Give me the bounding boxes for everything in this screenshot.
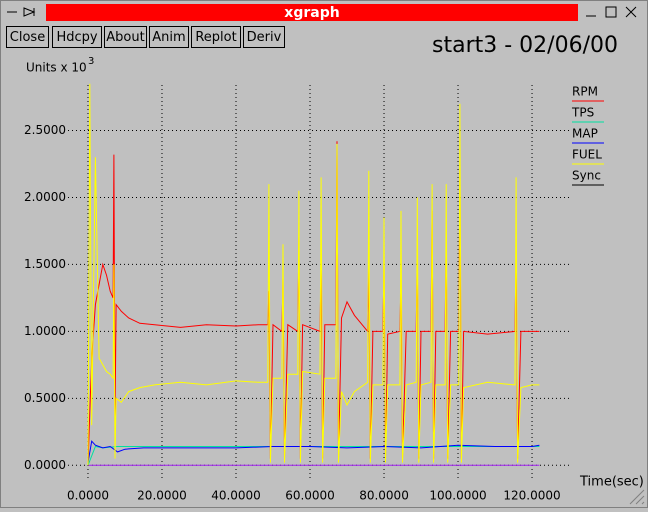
series-line	[87, 440, 540, 463]
x-tick-label: 40.0000	[211, 489, 261, 503]
x-tick-label: 80.0000	[359, 489, 409, 503]
chart-title: start3 - 02/06/00	[432, 33, 618, 58]
button-frame[interactable]	[104, 26, 147, 48]
x-tick-label: 120.0000	[503, 489, 560, 503]
y-tick-label: 2.0000	[24, 190, 66, 204]
y-tick-label: 0.5000	[24, 391, 66, 405]
button-frame[interactable]	[6, 26, 49, 48]
window-menu-icons[interactable]	[7, 7, 36, 17]
button-frame[interactable]	[243, 26, 285, 48]
x-tick-label: 100.0000	[429, 489, 486, 503]
legend: RPM TPS MAP FUEL Sync	[571, 85, 604, 186]
resize-grip[interactable]	[629, 489, 645, 505]
toolbar-button[interactable]: Close	[6, 26, 49, 48]
y-axis-label-exponent: 3	[88, 56, 94, 67]
x-tick-label: 0.0000	[67, 489, 109, 503]
close-window-button[interactable]	[625, 6, 637, 18]
legend-label: RPM	[572, 85, 598, 99]
maximize-button[interactable]	[605, 6, 617, 18]
y-tick-label: 0.0000	[24, 458, 66, 472]
toolbar-button[interactable]: Anim	[149, 26, 189, 48]
pin-icon[interactable]	[23, 7, 36, 17]
toolbar-button[interactable]: Deriv	[243, 26, 285, 48]
x-tick-label: 20.0000	[137, 489, 187, 503]
button-label[interactable]: About	[106, 30, 144, 45]
button-frame[interactable]	[191, 26, 241, 48]
window-title: xgraph	[284, 5, 339, 21]
button-label[interactable]: Deriv	[247, 30, 282, 45]
y-tick-label: 1.0000	[24, 324, 66, 338]
button-label[interactable]: Hdcpy	[56, 30, 97, 45]
x-tick-label: 60.0000	[285, 489, 335, 503]
button-label[interactable]: Replot	[195, 30, 236, 45]
button-label[interactable]: Anim	[152, 30, 185, 45]
y-tick-label: 1.5000	[24, 257, 66, 271]
series-line	[87, 83, 540, 466]
legend-label: Sync	[572, 169, 601, 183]
legend-label: TPS	[571, 106, 594, 120]
legend-label: FUEL	[572, 148, 602, 162]
y-axis-label: Units x 10	[26, 61, 87, 75]
button-bar: Close Hdcpy About Anim Replot Deriv	[6, 26, 285, 48]
window-controls[interactable]	[586, 6, 637, 18]
grid: 0.0000 0.5000 1.0000 1.5000 2.0000 2.5000 0.00…	[24, 85, 572, 503]
y-tick-label: 2.5000	[24, 123, 66, 137]
button-frame[interactable]	[52, 26, 102, 48]
button-label[interactable]: Close	[10, 30, 45, 45]
x-axis-label: Time(sec)	[579, 475, 644, 490]
plot-area	[87, 83, 540, 466]
toolbar-button[interactable]: Replot	[191, 26, 241, 48]
button-frame[interactable]	[149, 26, 189, 48]
toolbar-button[interactable]: About	[104, 26, 147, 48]
toolbar-button[interactable]: Hdcpy	[52, 26, 102, 48]
legend-label: MAP	[572, 127, 598, 141]
title-bar	[46, 4, 578, 21]
